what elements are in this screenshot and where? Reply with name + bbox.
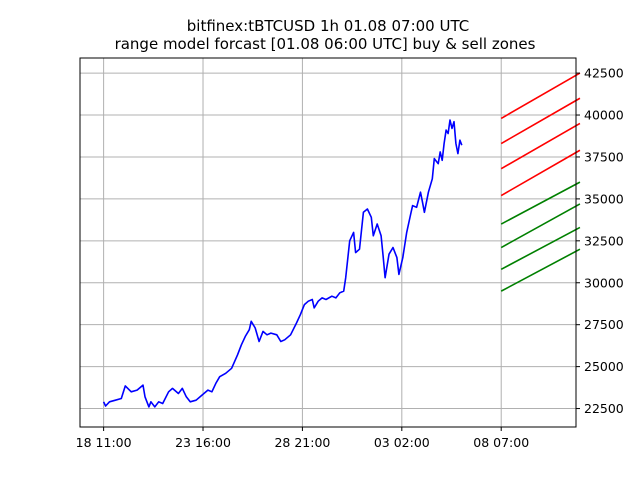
sell-zone-line [500, 72, 581, 120]
price-series [102, 119, 463, 408]
x-tick-label: 28 21:00 [274, 435, 330, 450]
y-tick-label: 30000 [584, 275, 624, 290]
buy-zone-line [500, 203, 581, 249]
sell-zone-line [500, 149, 581, 197]
sell-zone-line [500, 122, 581, 170]
chart-title: bitfinex:tBTCUSD 1h 01.08 07:00 UTC [187, 17, 469, 35]
y-tick-label: 25000 [584, 359, 624, 374]
buy-zone-line [500, 226, 581, 271]
zone-lines [500, 72, 581, 292]
y-tick-label: 32500 [584, 233, 624, 248]
y-tick-label: 40000 [584, 108, 624, 123]
x-tick-label: 08 07:00 [473, 435, 529, 450]
y-tick-label: 35000 [584, 191, 624, 206]
chart-subtitle: range model forcast [01.08 06:00 UTC] bu… [115, 35, 536, 53]
x-tick-label: 23 16:00 [175, 435, 231, 450]
buy-zone-line [500, 181, 581, 225]
plot-frame [79, 57, 577, 428]
x-axis: 18 11:00 23 16:00 28 21:00 03 02:00 08 07:00 [76, 427, 529, 450]
y-tick-label: 27500 [584, 317, 624, 332]
x-tick-label: 18 11:00 [76, 435, 132, 450]
y-tick-label: 42500 [584, 66, 624, 81]
price-line [102, 119, 463, 408]
y-tick-label: 22500 [584, 401, 624, 416]
sell-zone-line [500, 97, 581, 145]
y-tick-label: 37500 [584, 149, 624, 164]
buy-zone-line [500, 248, 581, 292]
grid [80, 58, 576, 427]
y-axis: 22500 25000 27500 30000 32500 35000 37500 40000… [576, 66, 624, 416]
x-tick-label: 03 02:00 [374, 435, 430, 450]
